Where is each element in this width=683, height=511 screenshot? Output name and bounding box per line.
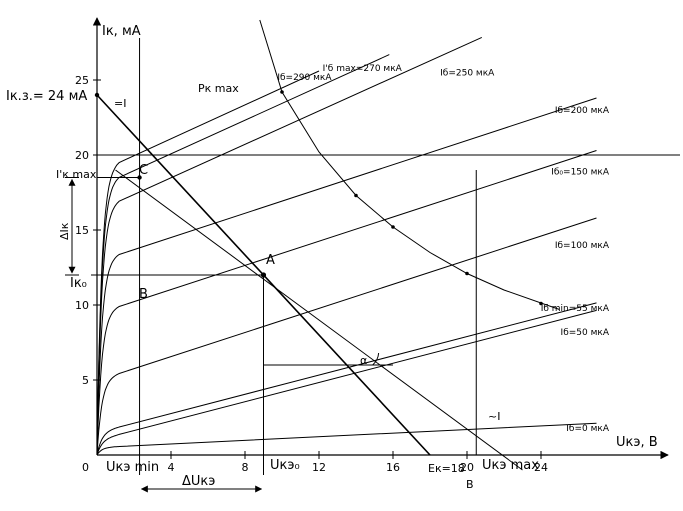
pk-max-marker	[280, 90, 284, 94]
pk-max-marker	[354, 193, 358, 198]
point-b-label: B	[139, 287, 148, 302]
ac-marker-label: ~I	[488, 410, 500, 423]
pk-max-label: Pк max	[198, 82, 239, 95]
pk-max-marker	[391, 225, 395, 229]
alpha-arc	[372, 352, 380, 366]
y-tick-label: 5	[82, 374, 89, 387]
y-tick-label: 20	[75, 149, 89, 162]
uke0-label: Uкэ₀	[270, 458, 300, 473]
uke-max-label: Uкэ max	[482, 458, 539, 473]
origin-label: 0	[82, 461, 89, 474]
load-lines	[94, 92, 523, 471]
output-curve	[96, 54, 390, 456]
pk-max-marker	[539, 301, 543, 306]
delta-ik-label: ΔIк	[58, 222, 71, 240]
y-axis-label: Iк, мА	[102, 24, 141, 39]
output-curve-label: Iб=0 мкА	[566, 424, 610, 434]
output-curve-label: I'б max=270 мкА	[323, 64, 403, 74]
uke-min-label: Uкэ min	[106, 460, 159, 475]
alpha-label: α	[360, 354, 367, 367]
x-tick-label: 16	[386, 461, 400, 474]
output-curve-label: Iб=50 мкА	[561, 328, 610, 338]
axis-ticks: 4 8 12 16 20 24 5 10 15 20 25	[75, 74, 548, 474]
x-tick-label: 12	[312, 461, 326, 474]
ik-short-point	[94, 92, 100, 98]
ik-max-label: I'к max	[56, 168, 97, 181]
output-curve	[96, 97, 597, 456]
y-tick-label: 15	[75, 224, 89, 237]
output-curve-label: Iб=100 мкА	[555, 241, 610, 251]
output-curve	[96, 217, 597, 456]
y-tick-label: 25	[75, 74, 89, 87]
output-curve	[96, 302, 597, 456]
x-axis-label: Uкэ, В	[616, 435, 658, 450]
output-curve-label: Iб=200 мкА	[555, 106, 610, 116]
output-curve	[96, 150, 597, 456]
x-tick-label: 4	[168, 461, 175, 474]
output-curve-label: Iб=290 мкА	[277, 73, 332, 83]
y-tick-label: 10	[75, 299, 89, 312]
point-c-label: C	[139, 163, 148, 178]
output-curve	[96, 422, 597, 456]
ac-load-line	[115, 169, 523, 471]
output-curve	[96, 70, 320, 456]
delta-uke-label: ΔUкэ	[182, 474, 215, 489]
output-curve-label: Iб₀=150 мкА	[551, 168, 610, 178]
ek-unit-label: В	[466, 478, 474, 491]
output-curve	[96, 36, 483, 456]
ik0-label: Iк₀	[70, 276, 87, 291]
operating-point-a	[260, 272, 267, 278]
output-curve-label: Iб=250 мкА	[440, 69, 495, 79]
output-curve	[96, 309, 597, 456]
x-tick-label: 8	[242, 461, 249, 474]
point-c	[137, 175, 142, 180]
dc-marker-label: =I	[114, 97, 126, 110]
x-tick-label: 20	[460, 461, 474, 474]
x-tick-label: 24	[534, 461, 548, 474]
pk-max-curve	[259, 19, 560, 310]
point-a-label: A	[266, 253, 275, 268]
ik-short-circuit-label: Iк.з.= 24 мА	[6, 89, 87, 104]
ek-label: Eк=18	[428, 462, 465, 475]
max-power-hyperbola	[259, 19, 560, 310]
output-curve-label: Iб min=55 мкА	[541, 304, 610, 314]
pk-max-marker	[465, 271, 469, 276]
